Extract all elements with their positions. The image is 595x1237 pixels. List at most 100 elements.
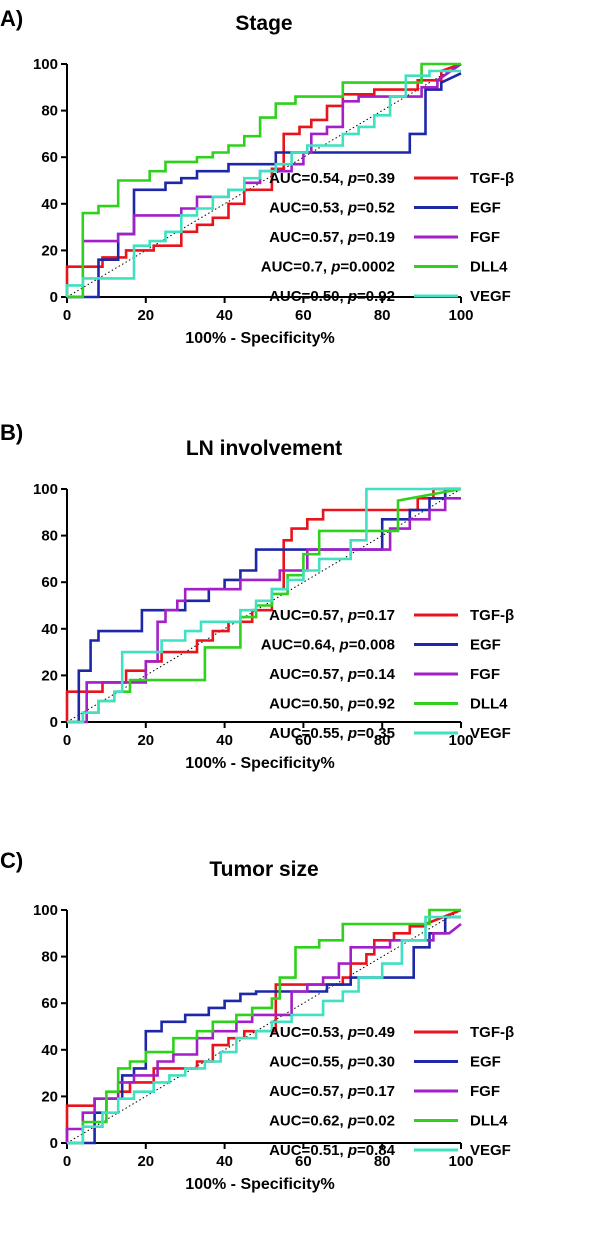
x-axis-label: 100% - Specificity% (185, 755, 334, 772)
y-tick-label: 20 (41, 1088, 58, 1105)
auc-label: AUC=0.50, (269, 696, 348, 713)
auc-annotation: AUC=0.50, p=0.92 (269, 696, 395, 713)
roc-panel-3: C) Tumor size 0 20 40 60 80 100 0 20 40 60 80 100 100%… (0, 848, 514, 1193)
roc-curve-tgf (65, 62, 462, 297)
p-value: =0.92 (357, 288, 395, 305)
auc-label: AUC=0.51, (269, 1142, 348, 1159)
auc-label: AUC=0.55, (269, 725, 348, 742)
auc-annotation: AUC=0.7, p=0.0002 (261, 259, 395, 276)
x-tick-label: 0 (63, 1153, 71, 1170)
auc-annotation: AUC=0.57, p=0.19 (269, 229, 395, 246)
y-tick-label: 100 (33, 56, 58, 73)
roc-curve-vegf (67, 915, 461, 1145)
p-value: =0.0002 (340, 259, 395, 276)
x-tick-label: 60 (295, 732, 312, 749)
y-tick-label: 0 (50, 1135, 58, 1152)
y-tick-label: 60 (41, 574, 58, 591)
auc-label: AUC=0.62, (269, 1113, 348, 1130)
p-value: =0.84 (357, 1142, 396, 1159)
auc-annotation: AUC=0.53, p=0.49 (269, 1024, 395, 1041)
x-tick-label: 40 (216, 307, 233, 324)
legend-label: TGF-β (470, 170, 514, 187)
legend-label: VEGF (470, 725, 511, 742)
p-value: =0.52 (357, 200, 395, 217)
roc-curve-vegf (67, 487, 461, 724)
legend-label: FGF (470, 1083, 500, 1100)
x-tick-label: 20 (137, 732, 154, 749)
auc-annotation: AUC=0.55, p=0.35 (269, 725, 395, 742)
p-symbol: p (347, 229, 357, 246)
y-tick-label: 80 (41, 103, 58, 120)
panel-letter: B) (0, 420, 23, 445)
y-tick-label: 20 (41, 242, 58, 259)
p-symbol: p (347, 1024, 357, 1041)
auc-annotation: AUC=0.57, p=0.14 (269, 666, 396, 683)
x-tick-label: 40 (216, 732, 233, 749)
p-symbol: p (347, 607, 357, 624)
x-tick-label: 20 (137, 1153, 154, 1170)
p-symbol: p (347, 666, 357, 683)
p-value: =0.008 (349, 637, 395, 654)
auc-label: AUC=0.7, (261, 259, 331, 276)
x-tick-label: 20 (137, 307, 154, 324)
legend-label: EGF (470, 637, 501, 654)
auc-label: AUC=0.57, (269, 607, 348, 624)
auc-annotation: AUC=0.64, p=0.008 (261, 637, 395, 654)
p-value: =0.17 (357, 607, 395, 624)
reference-diagonal (66, 63, 462, 298)
x-tick-label: 60 (295, 307, 312, 324)
legend-label: DLL4 (470, 1113, 508, 1130)
p-value: =0.30 (357, 1054, 395, 1071)
p-value: =0.92 (357, 696, 395, 713)
chart-title: Tumor size (209, 858, 318, 881)
p-symbol: p (347, 288, 357, 305)
p-symbol: p (347, 725, 357, 742)
roc-curve-egf (67, 487, 461, 724)
x-tick-label: 100 (448, 1153, 473, 1170)
legend-label: DLL4 (470, 696, 508, 713)
p-symbol: p (339, 637, 349, 654)
legend-label: DLL4 (470, 259, 508, 276)
panel-letter: C) (0, 848, 23, 873)
auc-label: AUC=0.53, (269, 200, 348, 217)
legend-label: EGF (470, 200, 501, 217)
auc-annotation: AUC=0.51, p=0.84 (269, 1142, 396, 1159)
x-tick-label: 80 (374, 307, 391, 324)
y-tick-label: 80 (41, 949, 58, 966)
p-value: =0.19 (357, 229, 395, 246)
chart-title: LN involvement (186, 437, 342, 460)
p-symbol: p (347, 1113, 357, 1130)
auc-annotation: AUC=0.57, p=0.17 (269, 1083, 395, 1100)
x-tick-label: 100 (448, 732, 473, 749)
roc-curve-fgf (65, 922, 462, 1143)
chart-title: Stage (235, 12, 292, 35)
y-tick-label: 0 (50, 289, 58, 306)
y-tick-label: 40 (41, 1042, 58, 1059)
y-tick-label: 60 (41, 149, 58, 166)
roc-curve-dll4 (67, 62, 461, 299)
y-tick-label: 0 (50, 714, 58, 731)
roc-curve-tgf (65, 908, 462, 1143)
y-tick-label: 40 (41, 621, 58, 638)
x-tick-label: 80 (374, 732, 391, 749)
legend-label: TGF-β (470, 1024, 514, 1041)
auc-annotation: AUC=0.57, p=0.17 (269, 607, 395, 624)
auc-annotation: AUC=0.53, p=0.52 (269, 200, 395, 217)
p-value: =0.39 (357, 170, 395, 187)
x-axis-label: 100% - Specificity% (185, 330, 334, 347)
p-symbol: p (347, 1054, 357, 1071)
auc-annotation: AUC=0.50, p=0.92 (269, 288, 395, 305)
roc-curve-fgf (67, 497, 461, 724)
x-tick-label: 60 (295, 1153, 312, 1170)
legend-label: VEGF (470, 1142, 511, 1159)
y-tick-label: 100 (33, 902, 58, 919)
legend-label: EGF (470, 1054, 501, 1071)
roc-curve-tgf (65, 487, 461, 722)
p-symbol: p (330, 259, 340, 276)
p-symbol: p (347, 170, 357, 187)
x-tick-label: 0 (63, 307, 71, 324)
auc-label: AUC=0.57, (269, 229, 348, 246)
y-tick-label: 60 (41, 995, 58, 1012)
panel-letter: A) (0, 6, 23, 31)
